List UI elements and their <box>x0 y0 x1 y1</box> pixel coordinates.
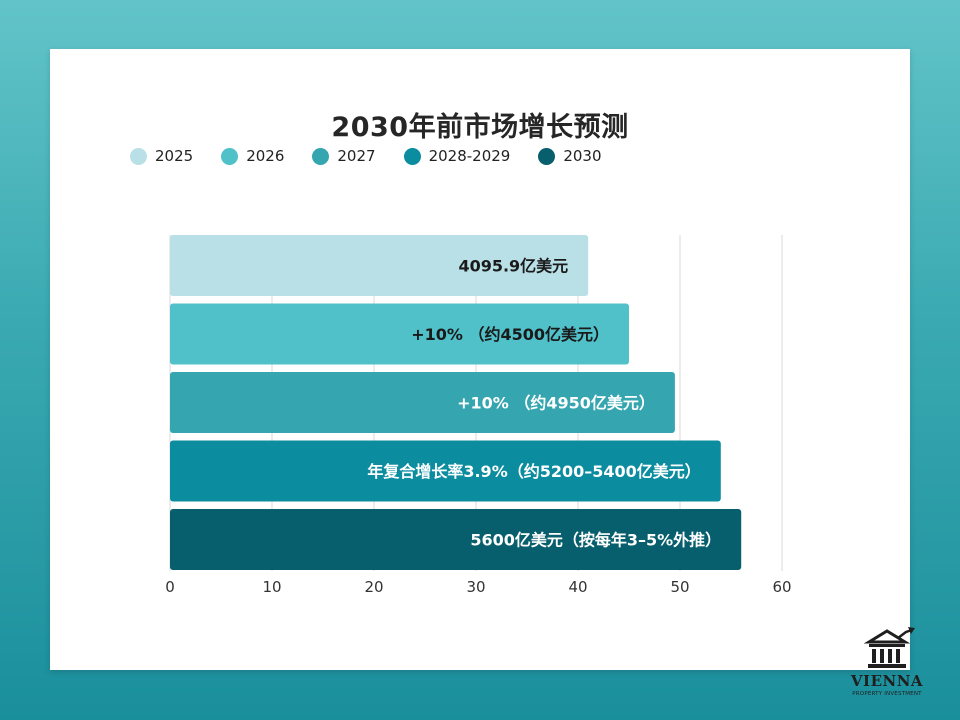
legend-swatch <box>538 147 556 165</box>
bar-data-label: +10% （约4500亿美元） <box>411 325 609 344</box>
bar <box>170 440 721 502</box>
legend-swatch <box>221 147 239 165</box>
x-tick-label: 60 <box>772 578 791 596</box>
legend-swatch <box>403 147 421 165</box>
legend-swatch <box>312 147 330 165</box>
legend-label: 2025 <box>155 147 194 165</box>
x-tick-label: 20 <box>364 578 383 596</box>
x-tick-label: 50 <box>670 578 689 596</box>
legend-swatch <box>130 147 147 165</box>
bar-data-label: +10% （约4950亿美元） <box>457 394 655 413</box>
legend-item: 2026 <box>221 147 284 165</box>
bar <box>170 509 742 570</box>
logo-name: VIENNA <box>850 672 924 690</box>
x-tick-label: 40 <box>568 578 587 596</box>
legend-item: 2028-2029 <box>403 147 511 165</box>
legend-item: 2025 <box>130 147 193 165</box>
logo-subtitle: PROPERTY INVESTMENT <box>852 691 922 697</box>
legend: 2025 2026 2027 2028-2029 2030 <box>130 146 630 166</box>
bar-data-label: 5600亿美元（按每年3–5%外推） <box>470 531 721 550</box>
bar <box>170 372 675 433</box>
bar <box>170 235 589 296</box>
legend-item: 2027 <box>312 147 376 165</box>
x-tick-label: 30 <box>466 578 485 596</box>
bar-data-label: 年复合增长率3.9%（约5200–5400亿美元） <box>367 462 700 481</box>
legend-label: 2027 <box>337 147 376 165</box>
legend-label: 2026 <box>246 147 285 165</box>
legend-item: 2030 <box>538 147 602 165</box>
x-tick-label: 0 <box>165 578 175 596</box>
legend-label: 2030 <box>563 147 602 165</box>
bar-data-label: 4095.9亿美元 <box>458 257 568 276</box>
building-icon <box>863 627 915 668</box>
bar <box>170 303 629 365</box>
x-tick-label: 10 <box>262 578 281 596</box>
chart-title: 2030年前市场增长预测 <box>331 112 629 143</box>
vienna-logo: VIENNA PROPERTY INVESTMENT <box>842 626 932 702</box>
legend-label: 2028-2029 <box>428 147 511 165</box>
